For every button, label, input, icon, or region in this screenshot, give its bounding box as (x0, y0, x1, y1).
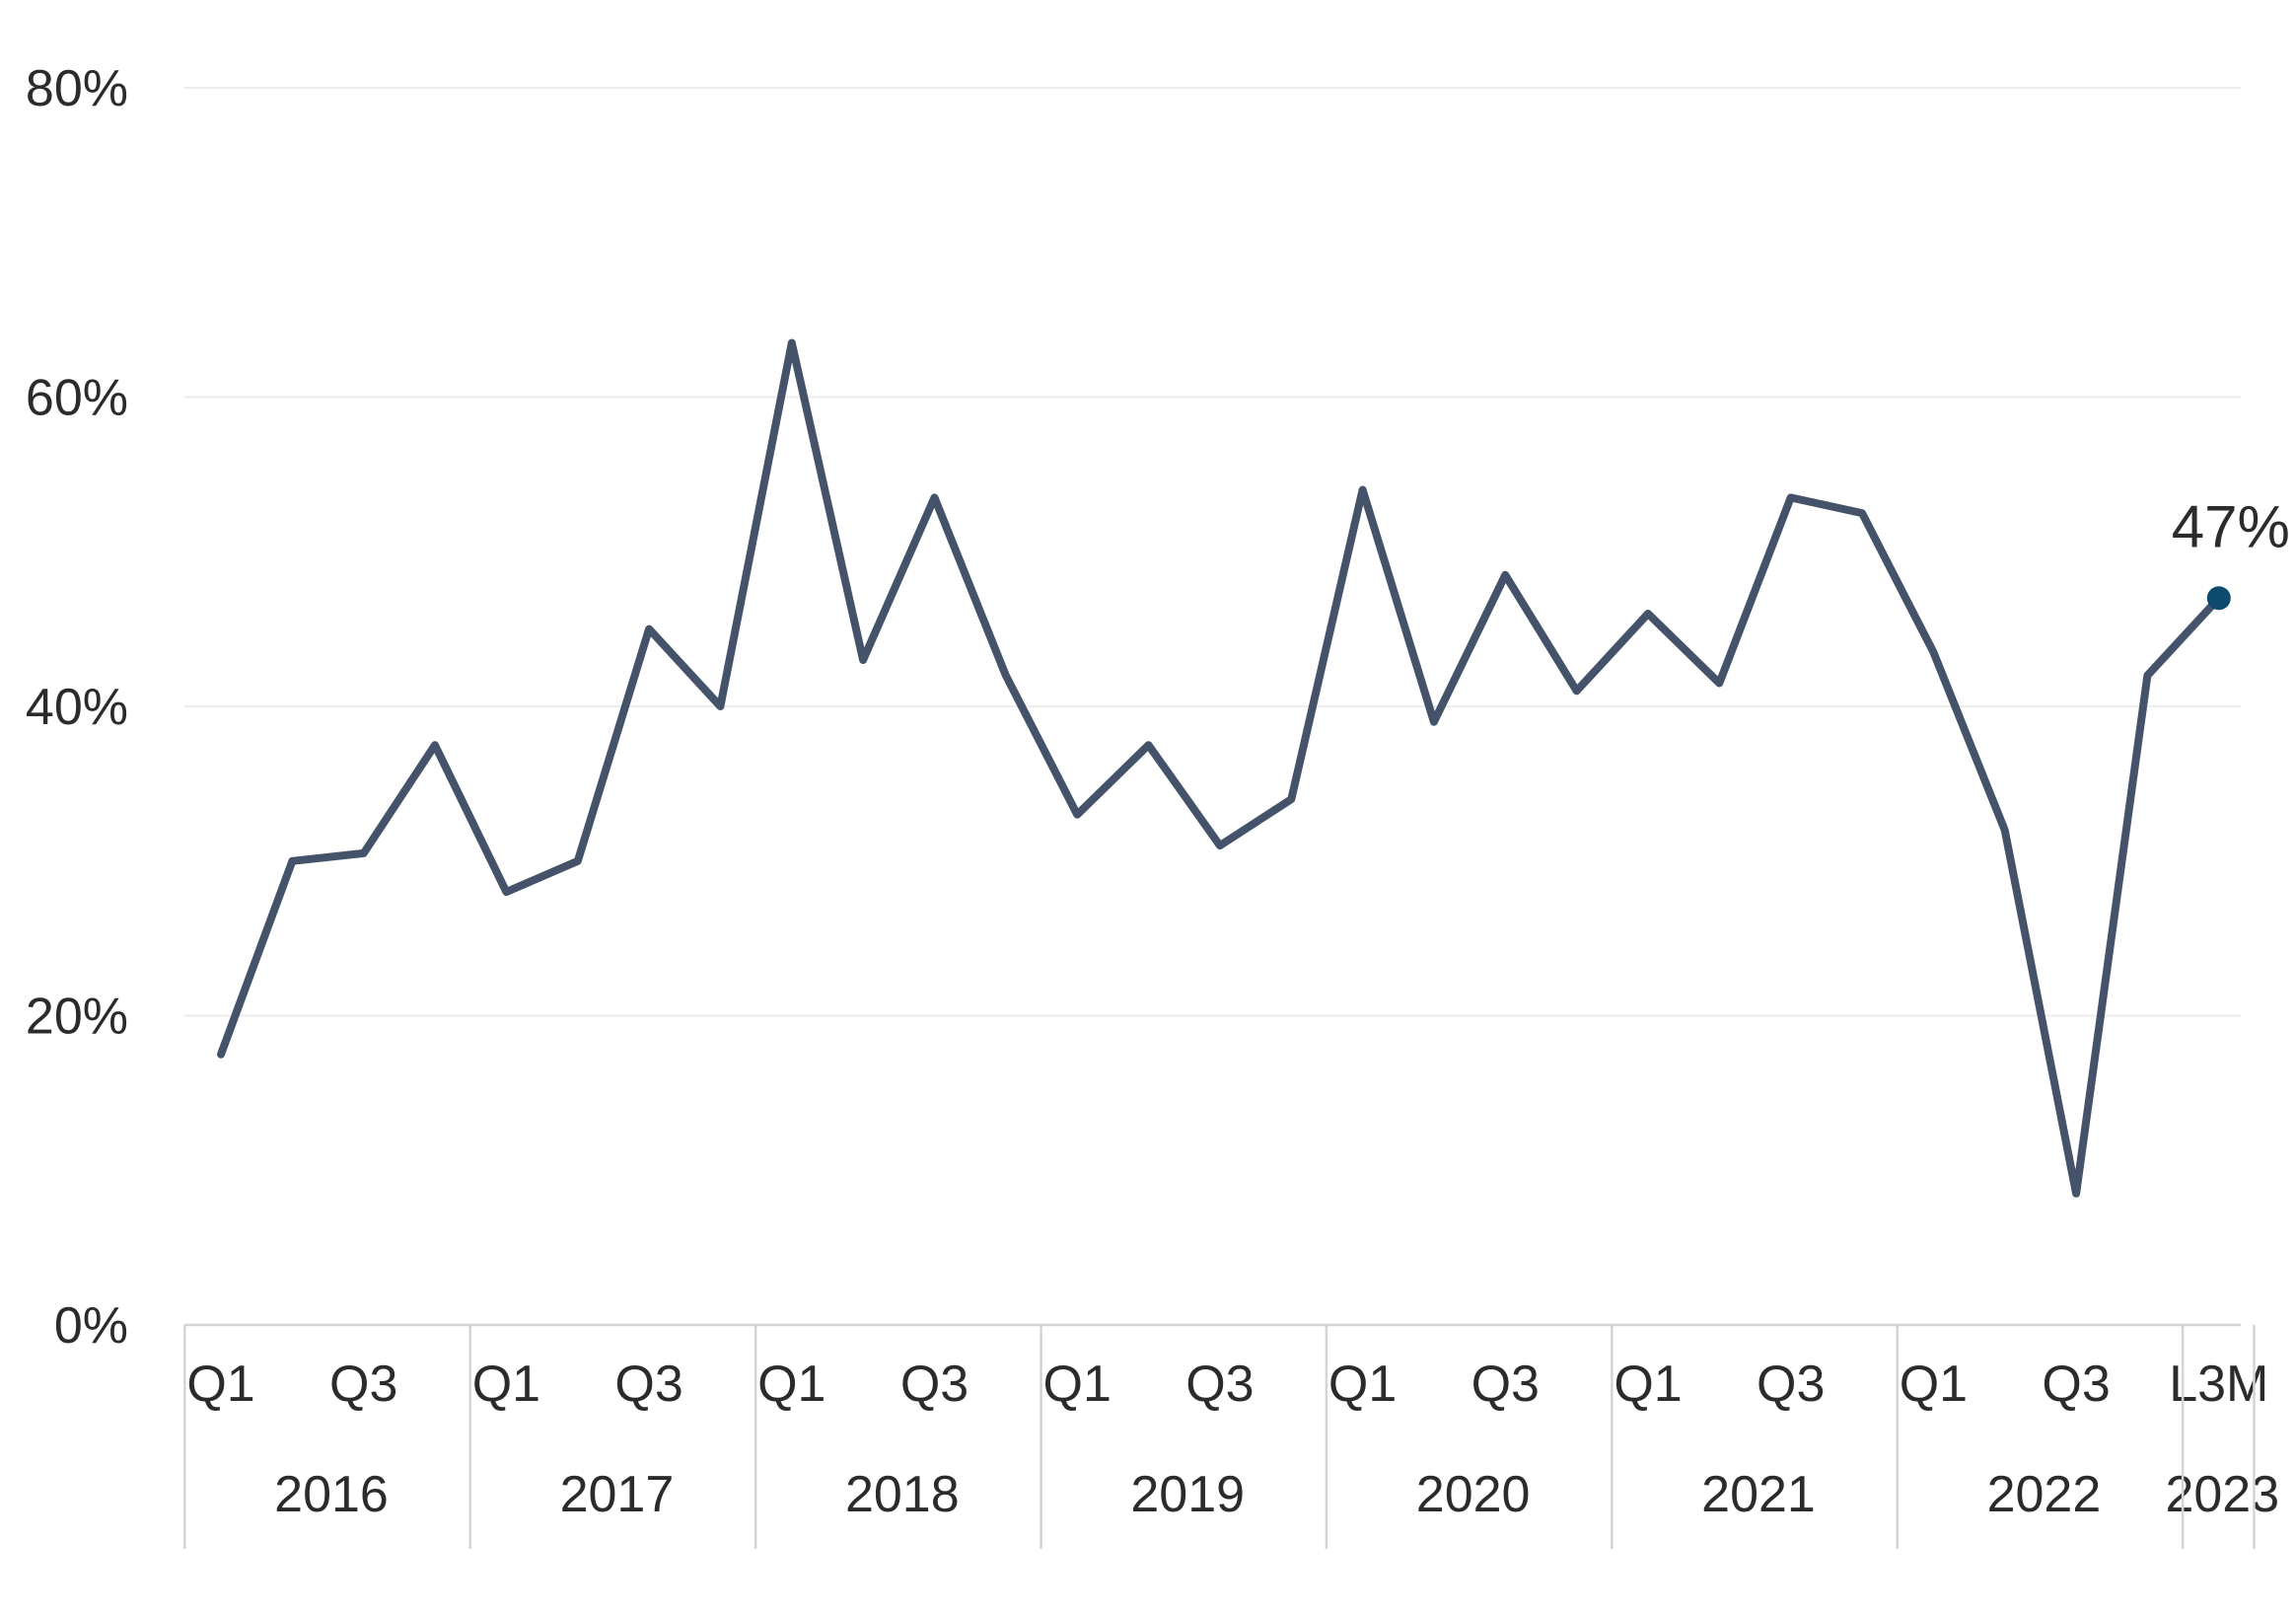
x-tick-label: Q3 (2042, 1356, 2110, 1413)
x-tick-label: Q1 (1328, 1356, 1397, 1413)
y-tick-label: 20% (26, 989, 128, 1046)
series-layer (217, 338, 2223, 1198)
x-axis: Q1 Q3 2016 Q1 Q3 2017 Q1 Q3 2018 Q1 Q3 2019 Q1 Q3 2020… (183, 1323, 2279, 1549)
x-group-label: 2018 (845, 1466, 960, 1523)
annotations: 47% (2172, 493, 2290, 611)
gridlines (184, 87, 2241, 1017)
x-tick-label: Q3 (1185, 1356, 1254, 1413)
x-group-label: 2021 (1701, 1466, 1816, 1523)
y-tick-label: 60% (26, 370, 128, 427)
x-tick-label: L3M (2169, 1356, 2268, 1413)
x-group-label: 2016 (274, 1466, 389, 1523)
x-tick-label: Q3 (1471, 1356, 1540, 1413)
x-tick-label: Q3 (900, 1356, 969, 1413)
x-tick-label: Q1 (186, 1356, 254, 1413)
x-tick-label: Q1 (1043, 1356, 1112, 1413)
end-point-marker (2206, 586, 2231, 611)
x-tick-label: Q1 (472, 1356, 540, 1413)
y-tick-label: 0% (54, 1297, 128, 1355)
y-tick-label: 40% (26, 679, 128, 736)
x-group-label: 2020 (1416, 1466, 1531, 1523)
y-axis-ticks: 0% 20% 40% 60% 80% (26, 60, 128, 1355)
series-line (217, 338, 2223, 1198)
x-tick-label: Q3 (1757, 1356, 1825, 1413)
end-point-label: 47% (2172, 493, 2290, 559)
x-group-label: 2023 (2165, 1466, 2279, 1523)
x-tick-label: Q1 (1614, 1356, 1682, 1413)
y-tick-label: 80% (26, 60, 128, 117)
x-tick-label: Q3 (329, 1356, 397, 1413)
x-group-label: 2022 (1987, 1466, 2102, 1523)
x-tick-label: Q1 (757, 1356, 825, 1413)
x-tick-label: Q3 (614, 1356, 682, 1413)
x-group-label: 2019 (1130, 1466, 1245, 1523)
x-tick-label: Q1 (1900, 1356, 1968, 1413)
x-group-label: 2017 (560, 1466, 675, 1523)
